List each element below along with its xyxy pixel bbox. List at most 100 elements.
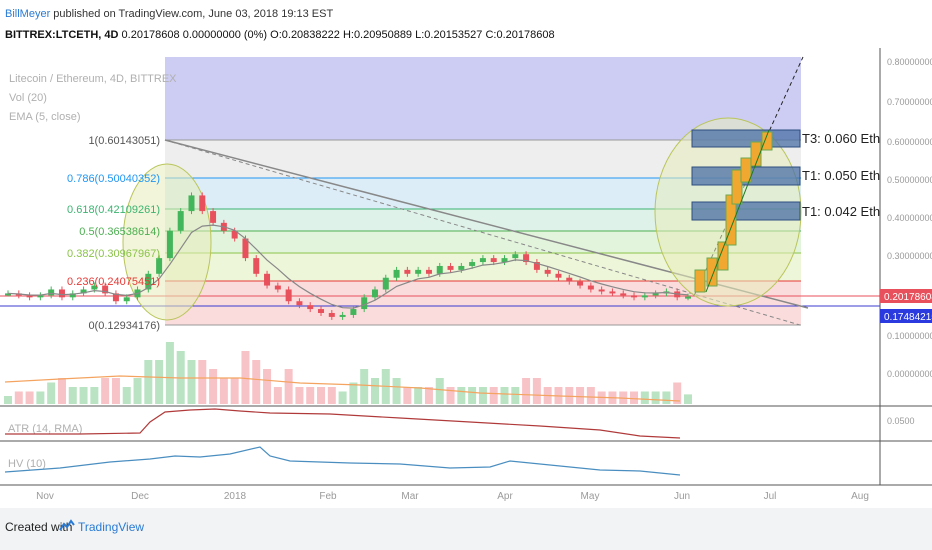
volume-bar [101, 378, 110, 404]
fib-label-618: 0.618(0.42109261) [67, 204, 160, 216]
candle [102, 285, 109, 294]
candle [145, 273, 152, 290]
volume-bar [489, 387, 498, 404]
fib-zone-618 [165, 209, 801, 231]
volume-bar [230, 378, 239, 404]
legend-hv: HV (10) [8, 458, 46, 470]
candle [339, 314, 346, 317]
volume-bar [338, 391, 347, 404]
candle [253, 258, 260, 274]
volume-bar [219, 378, 228, 404]
volume-bar [295, 387, 304, 404]
volume-bar [586, 387, 595, 404]
candle [382, 277, 389, 290]
candle [544, 269, 551, 274]
volume-bar [360, 369, 369, 404]
fib-label-236: 0.236(0.24075451) [67, 276, 160, 288]
price-tick-3: 0.60000000 [887, 137, 932, 147]
candle [318, 309, 325, 313]
volume-bar [435, 378, 444, 404]
candle [188, 195, 195, 212]
candle [523, 254, 530, 263]
volume-bar [511, 387, 520, 404]
target-label-t1b: T1: 0.042 Eth [802, 204, 880, 219]
target-label-t3: T3: 0.060 Eth [802, 131, 880, 146]
blue-line-badge [880, 309, 932, 323]
price-chart[interactable]: 1(0.60143051) 0.786(0.50040352) 0.618(0.… [0, 48, 932, 508]
volume-bar [446, 387, 455, 404]
candle [156, 258, 163, 274]
volume-bar [673, 382, 682, 404]
published-text: published on TradingView.com, June 03, 2… [53, 8, 334, 20]
publication-header: BillMeyer published on TradingView.com, … [0, 0, 932, 48]
author-link[interactable]: BillMeyer [5, 8, 51, 20]
candle [91, 285, 98, 290]
candle [80, 289, 87, 294]
target-label-t1a: T1: 0.050 Eth [802, 168, 880, 183]
candle [447, 265, 454, 270]
candle [328, 312, 335, 317]
fib-label-786: 0.786(0.50040352) [67, 173, 160, 185]
price-tick-1: 0.80000000 [887, 57, 932, 67]
atr-line [5, 408, 681, 439]
volume-bar [187, 360, 196, 404]
price-tick-7: 0.10000000 [887, 331, 932, 341]
candle [501, 258, 508, 263]
publication-line: BillMeyer published on TradingView.com, … [5, 8, 333, 20]
ticker-line: BITTREX:LTCETH, 4D 0.20178608 0.00000000… [5, 29, 555, 41]
fib-label-382: 0.382(0.30967967) [67, 248, 160, 260]
target-box-t3 [691, 129, 801, 148]
candle [264, 273, 271, 286]
atr-tick: 0.0500 [887, 416, 915, 426]
time-tick-may: May [581, 491, 600, 502]
volume-bar [263, 369, 272, 404]
price-tick-4: 0.50000000 [887, 175, 932, 185]
candle [5, 293, 11, 296]
candle [458, 265, 465, 270]
volume-bar [306, 387, 315, 404]
fib-label-0: 0(0.12934176) [88, 320, 160, 332]
volume-bar [630, 391, 639, 404]
hv-line [4, 446, 681, 476]
volume-bar [522, 378, 531, 404]
legend-title: Litecoin / Ethereum, 4D, BITTREX [9, 73, 177, 85]
candle [609, 291, 616, 294]
volume-bar [25, 391, 34, 404]
price-tick-2: 0.70000000 [887, 97, 932, 107]
projection-path [705, 129, 770, 293]
candle [166, 230, 173, 259]
last-price-label: 0.20178608 [884, 292, 932, 303]
candle [685, 296, 691, 299]
tradingview-link[interactable]: TradingView [78, 520, 145, 534]
candle [58, 289, 65, 298]
candle [652, 293, 659, 296]
candle [577, 281, 584, 286]
candle [393, 269, 400, 278]
candle [199, 195, 206, 212]
volume-bar [144, 360, 153, 404]
volume-bar [327, 387, 336, 404]
fib-label-5: 0.5(0.36538614) [79, 226, 160, 238]
price-tick-6: 0.30000000 [887, 251, 932, 261]
volume-bar [252, 360, 261, 404]
volume-bar [14, 391, 23, 404]
candle [587, 285, 594, 290]
time-tick-jun: Jun [674, 491, 690, 502]
volume-bar [111, 378, 120, 404]
volume-bar [57, 378, 66, 404]
candle [598, 289, 605, 292]
volume-bar [500, 387, 509, 404]
footer: Created with TradingView [0, 508, 932, 550]
volume-bar [478, 387, 487, 404]
volume-bar [133, 378, 142, 404]
candle [620, 293, 627, 296]
volume-bar [576, 387, 585, 404]
created-with-label: Created with [5, 520, 73, 534]
volume-bar [241, 351, 250, 404]
volume-bar [457, 387, 466, 404]
volume-bar [317, 387, 326, 404]
candle [631, 295, 638, 298]
candles [5, 192, 691, 320]
time-tick-dec: Dec [131, 491, 149, 502]
volume-bar [349, 382, 358, 404]
